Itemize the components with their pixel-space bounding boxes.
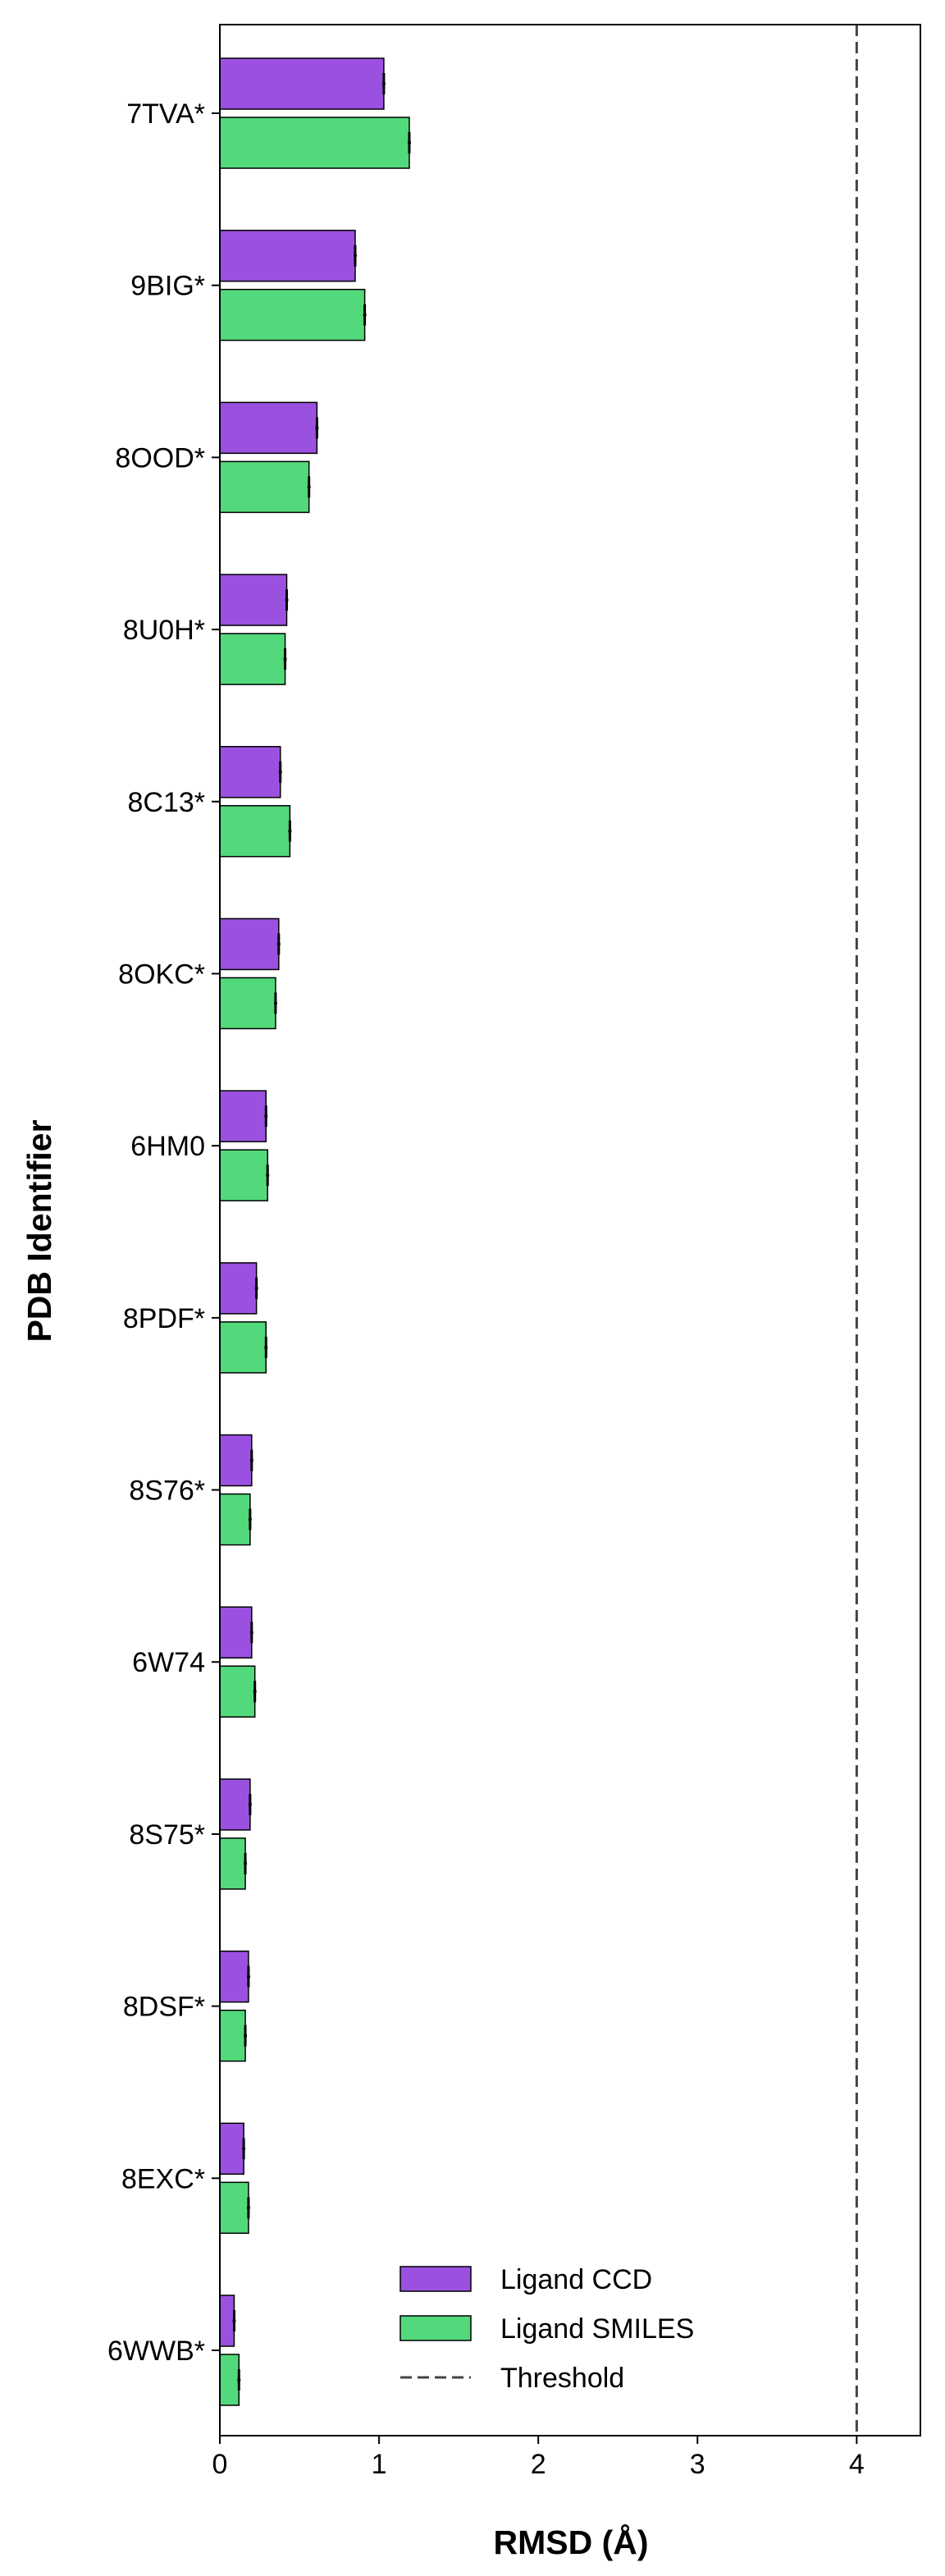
bar-ccd — [219, 1262, 258, 1315]
bar-ccd — [219, 1434, 253, 1487]
y-tick-label: 9BIG* — [130, 271, 205, 302]
bar-smiles — [219, 117, 410, 169]
bar-ccd — [219, 1090, 267, 1142]
x-tick-label: 0 — [212, 2449, 228, 2480]
x-tick-label: 3 — [690, 2449, 705, 2480]
x-tick-label: 2 — [531, 2449, 546, 2480]
x-tick-label: 4 — [849, 2449, 865, 2480]
bar-smiles — [219, 2354, 240, 2406]
bar-ccd — [219, 1606, 253, 1659]
legend-item-smiles-label: Ligand SMILES — [500, 2313, 694, 2345]
bar-smiles — [219, 1837, 246, 1890]
y-tick-label: 8PDF* — [123, 1303, 205, 1334]
y-tick-label: 6WWB* — [107, 2336, 205, 2367]
axes: 7TVA* 9BIG* 8OOD* 8U0H* 8C13* 8OKC* 6HM0 8PDF* 8… — [107, 24, 921, 2480]
y-tick-label: 8EXC* — [121, 2163, 205, 2194]
bar-ccd — [219, 917, 280, 971]
bar-ccd — [219, 746, 281, 798]
bar-ccd — [219, 1778, 251, 1831]
legend-item-ccd-label: Ligand CCD — [500, 2264, 652, 2295]
bar-smiles — [219, 1665, 256, 1718]
bar-ccd — [219, 229, 356, 282]
bar-smiles — [219, 2181, 249, 2235]
plot-area — [219, 25, 858, 2436]
bar-smiles — [219, 633, 286, 685]
bar-smiles — [219, 1321, 267, 1374]
bar-smiles — [219, 1149, 268, 1201]
bar-ccd — [219, 401, 318, 455]
y-tick-label: 6HM0 — [130, 1131, 205, 1162]
plot-frame — [219, 24, 921, 2436]
y-tick-label: 8S75* — [129, 1819, 205, 1851]
y-tick-label: 8U0H* — [123, 615, 205, 646]
bar-ccd — [219, 2122, 244, 2176]
bar-smiles — [219, 977, 276, 1030]
x-axis-label: RMSD (Å) — [493, 2523, 648, 2561]
x-tick-label: 1 — [372, 2449, 387, 2480]
y-tick-label: 8OOD* — [115, 442, 205, 474]
y-tick-label: 8DSF* — [123, 1992, 205, 2023]
legend-item-threshold-label: Threshold — [500, 2363, 624, 2394]
bar-smiles — [219, 2009, 246, 2062]
bar-ccd — [219, 1950, 249, 2003]
bar-ccd — [219, 57, 385, 110]
y-axis-label: PDB Identifier — [21, 1119, 58, 1342]
bar-ccd — [219, 574, 288, 626]
bar-ccd — [219, 2295, 235, 2347]
y-tick-label: 8OKC* — [118, 959, 205, 990]
bar-smiles — [219, 805, 291, 858]
legend-item-ccd-swatch — [399, 2266, 472, 2292]
bar-smiles — [219, 460, 310, 514]
bar-smiles — [219, 288, 366, 341]
bar-smiles — [219, 1493, 251, 1546]
y-tick-label: 8S76* — [129, 1476, 205, 1507]
y-tick-label: 7TVA* — [126, 98, 205, 130]
y-tick-label: 6W74 — [132, 1647, 205, 1678]
y-tick-label: 8C13* — [127, 787, 205, 818]
legend: Ligand CCD Ligand SMILES Threshold — [399, 2264, 694, 2394]
legend-item-smiles-swatch — [399, 2315, 472, 2341]
